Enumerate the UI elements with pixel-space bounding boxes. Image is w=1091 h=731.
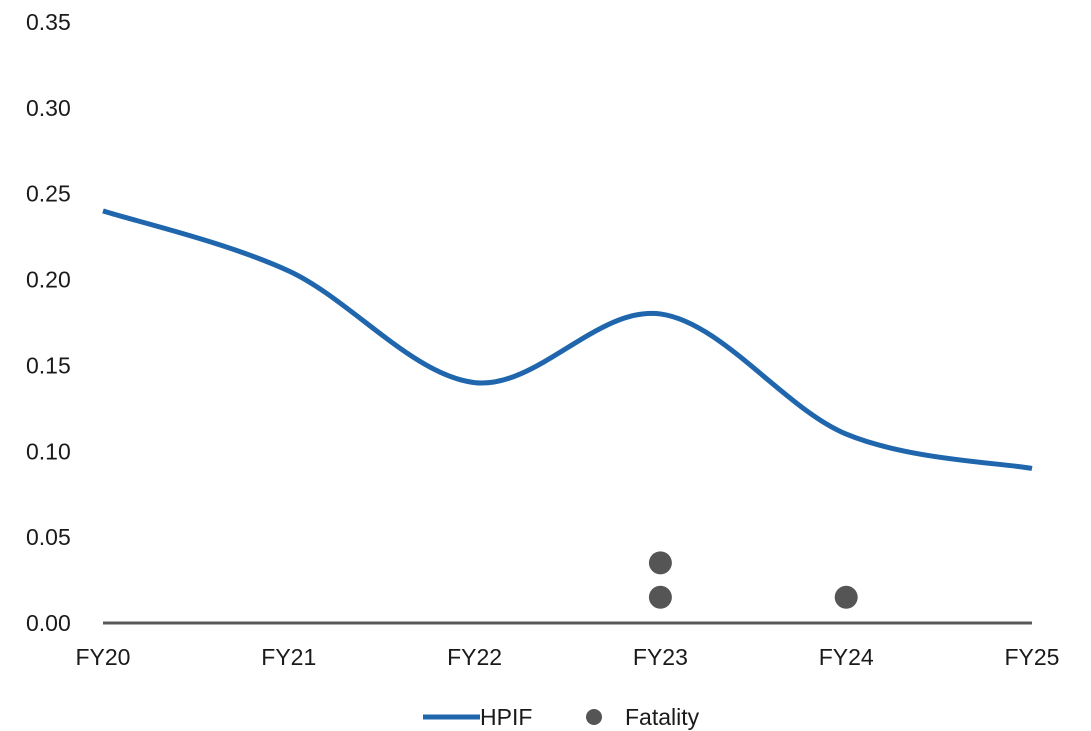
series-layer: [102, 208, 1033, 609]
x-tick-label: FY21: [261, 644, 316, 670]
fatality-point: [648, 585, 672, 609]
legend-hpif-label: HPIF: [480, 704, 532, 730]
y-tick-label: 0.30: [26, 95, 71, 121]
x-tick-label: FY24: [819, 644, 874, 670]
y-tick-label: 0.15: [26, 352, 71, 378]
x-tick-label: FY25: [1005, 644, 1060, 670]
hpif-series-line: [102, 208, 1033, 471]
y-tick-label: 0.25: [26, 181, 71, 207]
y-tick-label: 0.10: [26, 438, 71, 464]
x-tick-label: FY23: [633, 644, 688, 670]
legend: HPIF Fatality: [423, 704, 700, 730]
legend-fatality-label: Fatality: [625, 704, 700, 730]
fatality-point: [648, 551, 672, 575]
x-tick-label: FY22: [447, 644, 502, 670]
y-tick-label: 0.05: [26, 524, 71, 550]
x-axis-tick-labels: FY20 FY21 FY22 FY23 FY24 FY25: [76, 644, 1060, 670]
y-tick-label: 0.00: [26, 610, 71, 636]
y-tick-label: 0.20: [26, 267, 71, 293]
fatality-point: [834, 585, 858, 609]
legend-fatality-swatch: [586, 709, 602, 725]
y-axis-tick-labels: 0.00 0.05 0.10 0.15 0.20 0.25 0.30 0.35: [26, 9, 71, 636]
y-tick-label: 0.35: [26, 9, 71, 35]
x-tick-label: FY20: [76, 644, 131, 670]
